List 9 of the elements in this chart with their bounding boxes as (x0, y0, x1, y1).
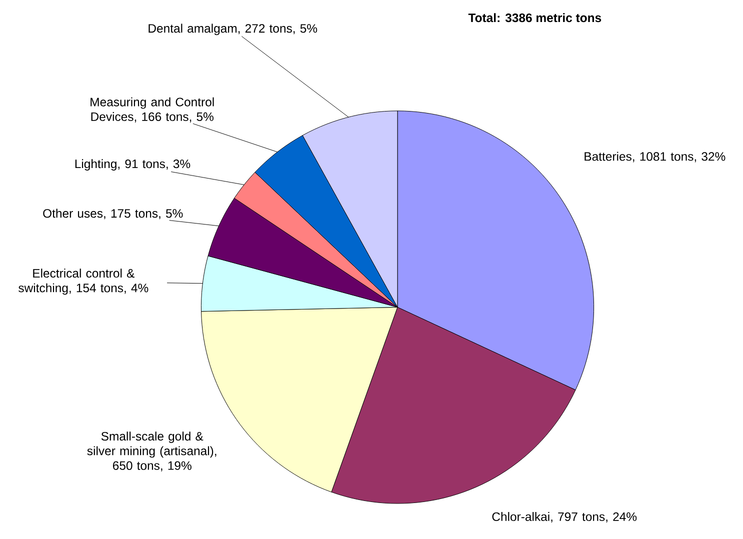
slice-label: Dental amalgam, 272 tons, 5% (148, 24, 318, 36)
slice-label: Small-scale gold & silver mining (artisanal), 650 tons, 19% (87, 432, 216, 472)
slice-label: Chlor-alkai, 797 tons, 24% (492, 512, 637, 523)
legend-label: Electrical control & switching, 154 tons, 4% (18, 268, 148, 295)
slice-label: Measuring and Control Devices, 166 tons, 5% (90, 97, 214, 123)
chart-title: Total: 3386 metric tons (468, 13, 602, 22)
slice-label: Batteries, 1081 tons, 32% (584, 152, 726, 162)
slice-label: Other uses, 175 tons, 5% (43, 208, 183, 220)
slice-label: Lighting, 91 tons, 3% (75, 159, 190, 171)
